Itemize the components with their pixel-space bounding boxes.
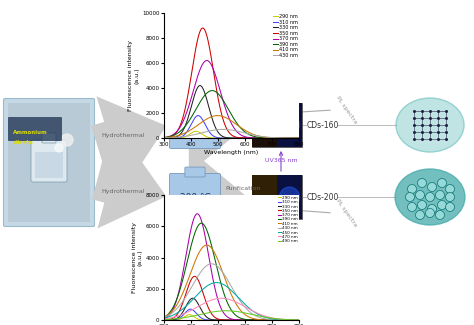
Y-axis label: Fluorescence intensity
(a.u.): Fluorescence intensity (a.u.) bbox=[132, 222, 143, 293]
Circle shape bbox=[446, 202, 455, 212]
Circle shape bbox=[418, 178, 427, 188]
FancyBboxPatch shape bbox=[252, 175, 302, 219]
Circle shape bbox=[428, 183, 437, 191]
Circle shape bbox=[436, 211, 445, 219]
Circle shape bbox=[61, 134, 73, 146]
Text: 160 °C: 160 °C bbox=[180, 121, 210, 129]
Legend: 290 nm, 310 nm, 330 nm, 350 nm, 370 nm, 390 nm, 410 nm, 430 nm, 450 nm, 470 nm, : 290 nm, 310 nm, 330 nm, 350 nm, 370 nm, … bbox=[278, 196, 298, 243]
FancyBboxPatch shape bbox=[185, 167, 205, 177]
Circle shape bbox=[408, 185, 417, 193]
FancyBboxPatch shape bbox=[277, 175, 302, 219]
FancyBboxPatch shape bbox=[252, 103, 302, 147]
Text: citrate: citrate bbox=[13, 139, 34, 145]
Circle shape bbox=[426, 209, 435, 217]
Legend: 290 nm, 310 nm, 330 nm, 350 nm, 370 nm, 390 nm, 410 nm, 430 nm: 290 nm, 310 nm, 330 nm, 350 nm, 370 nm, … bbox=[273, 14, 298, 58]
Text: PL spectra: PL spectra bbox=[335, 95, 358, 125]
Text: UV365 nm: UV365 nm bbox=[264, 159, 297, 163]
Text: Purification: Purification bbox=[225, 186, 260, 191]
Circle shape bbox=[428, 204, 437, 214]
Circle shape bbox=[446, 192, 455, 202]
Circle shape bbox=[438, 178, 447, 188]
Text: PL spectra: PL spectra bbox=[335, 198, 358, 228]
Text: Ammonium: Ammonium bbox=[13, 129, 47, 135]
Ellipse shape bbox=[396, 98, 464, 152]
FancyBboxPatch shape bbox=[252, 103, 277, 147]
Circle shape bbox=[55, 144, 63, 152]
FancyBboxPatch shape bbox=[31, 140, 67, 182]
Circle shape bbox=[405, 192, 414, 202]
FancyBboxPatch shape bbox=[8, 103, 90, 222]
FancyBboxPatch shape bbox=[42, 133, 56, 143]
Ellipse shape bbox=[395, 169, 465, 225]
Circle shape bbox=[436, 190, 445, 200]
Text: Hydrothermal: Hydrothermal bbox=[101, 133, 145, 137]
Text: CDs-160: CDs-160 bbox=[307, 121, 339, 129]
FancyBboxPatch shape bbox=[3, 98, 94, 227]
Circle shape bbox=[416, 190, 425, 200]
FancyBboxPatch shape bbox=[8, 117, 62, 141]
Text: Purification: Purification bbox=[225, 114, 260, 119]
Circle shape bbox=[438, 201, 447, 210]
FancyBboxPatch shape bbox=[185, 95, 205, 105]
Y-axis label: Fluorescence intensity
(a.u.): Fluorescence intensity (a.u.) bbox=[128, 40, 139, 111]
FancyBboxPatch shape bbox=[277, 103, 302, 147]
FancyBboxPatch shape bbox=[170, 101, 220, 149]
Text: 200 °C: 200 °C bbox=[180, 192, 210, 202]
FancyBboxPatch shape bbox=[252, 175, 277, 219]
Text: Hydrothermal: Hydrothermal bbox=[101, 189, 145, 194]
X-axis label: Wavelength (nm): Wavelength (nm) bbox=[204, 150, 258, 155]
FancyBboxPatch shape bbox=[35, 152, 63, 178]
Circle shape bbox=[418, 201, 427, 210]
Ellipse shape bbox=[280, 187, 300, 207]
FancyBboxPatch shape bbox=[170, 174, 220, 220]
Circle shape bbox=[426, 192, 435, 202]
Circle shape bbox=[416, 211, 425, 219]
Text: CDs-200: CDs-200 bbox=[307, 192, 339, 202]
Circle shape bbox=[446, 185, 455, 193]
Circle shape bbox=[408, 202, 417, 212]
Ellipse shape bbox=[280, 115, 300, 135]
